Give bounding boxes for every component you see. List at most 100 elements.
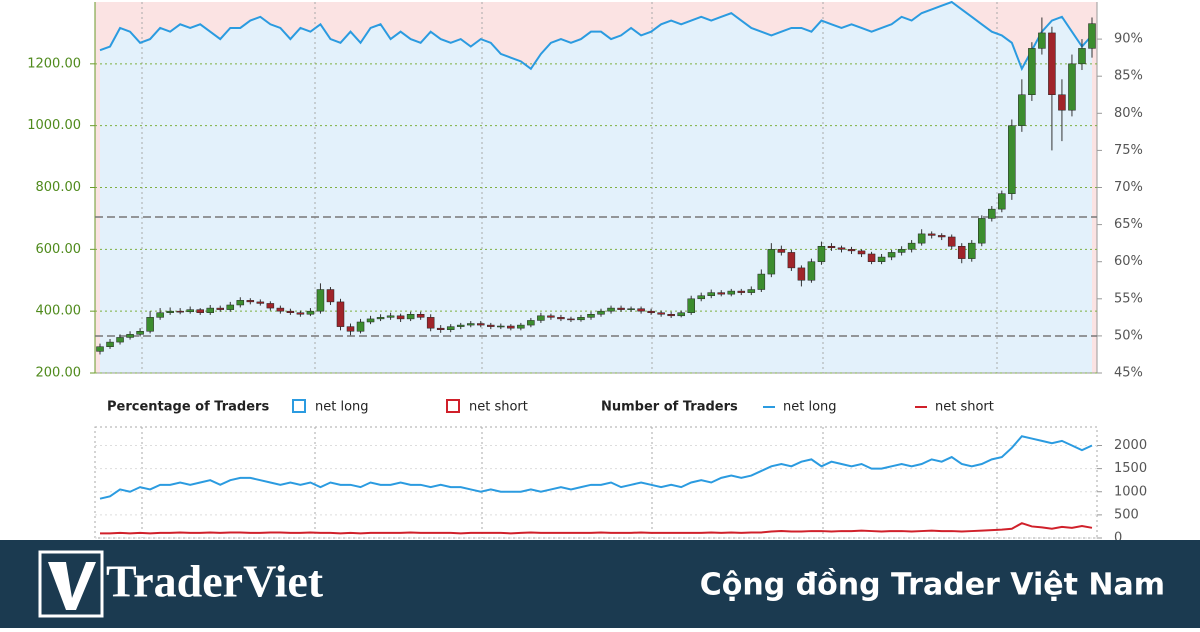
plot-frame: [94, 426, 1098, 539]
legend-label: net long: [315, 400, 369, 415]
candle-body: [406, 314, 415, 320]
candle-body: [867, 253, 876, 262]
candle-body: [907, 242, 916, 250]
candle-body: [216, 307, 225, 310]
candle-body: [126, 334, 134, 338]
candle-body: [967, 242, 976, 259]
candle-body: [747, 289, 756, 293]
candle-body: [567, 318, 575, 321]
candle-body: [887, 252, 896, 258]
logo-mark: [48, 562, 96, 610]
candle-body: [286, 310, 295, 313]
candle-body: [1018, 94, 1026, 126]
candle-body: [236, 300, 245, 306]
y2-tick-label: 70%: [1114, 180, 1143, 195]
y-tick-label: 800.00: [36, 180, 82, 195]
candle-body: [717, 292, 726, 295]
legend-title: Percentage of Traders: [107, 400, 269, 415]
candle-body: [146, 317, 154, 332]
y2-tick-label: 90%: [1114, 32, 1143, 47]
candle-body: [937, 235, 946, 238]
y-tick-label: 200.00: [36, 366, 82, 381]
candle-body: [677, 312, 685, 317]
candle-body: [877, 256, 886, 262]
y2-tick-label: 85%: [1114, 69, 1143, 84]
candle-body: [306, 310, 315, 315]
candle-body: [757, 273, 766, 290]
candle-body: [777, 249, 786, 253]
candle-body: [547, 315, 555, 318]
candle-body: [356, 321, 365, 332]
candle-body: [156, 312, 164, 318]
y-tick-label: 1200.00: [27, 56, 81, 71]
candle-body: [256, 301, 265, 304]
y2-tick-label: 80%: [1114, 106, 1143, 121]
candle-body: [456, 324, 465, 327]
legend-swatch: [446, 399, 460, 413]
candle-body: [487, 324, 495, 327]
candle-body: [607, 307, 615, 312]
candle-body: [226, 304, 235, 310]
candle-body: [978, 218, 986, 244]
candle-body: [166, 310, 174, 313]
brand: TraderViet: [106, 556, 324, 607]
candle-body: [817, 245, 826, 262]
legend-label: net short: [469, 400, 528, 415]
candle-body: [196, 309, 204, 313]
candle-body: [627, 308, 635, 310]
y2-tick-label: 55%: [1114, 291, 1143, 306]
legend-title: Number of Traders: [601, 400, 738, 415]
candle-body: [416, 314, 425, 318]
candle-body: [186, 309, 194, 313]
candle-body: [737, 290, 746, 293]
logo-frame: [38, 550, 104, 618]
candle-body: [1088, 23, 1096, 49]
chart: 200.00 400.00 600.00 800.00 1000.00 1200.00 45…: [27, 0, 1147, 540]
candle-body: [957, 245, 966, 259]
candle-body: [637, 308, 645, 312]
candle-body: [897, 249, 906, 253]
legend-swatch: [292, 399, 306, 413]
y2-tick-label: 60%: [1114, 254, 1143, 269]
tagline: Cộng đồng Trader Việt Nam: [700, 568, 1165, 603]
candle-body: [477, 323, 485, 326]
candle-body: [847, 249, 856, 252]
y2-tick-label: 75%: [1114, 143, 1143, 158]
candle-body: [687, 298, 695, 313]
candle-body: [276, 307, 285, 312]
candle-body: [446, 326, 455, 330]
candle-body: [697, 295, 705, 300]
y2-tick-label: 65%: [1114, 217, 1143, 232]
y-tick-label: 1500: [1114, 461, 1147, 476]
candle-body: [507, 325, 515, 329]
candle-body: [767, 249, 776, 275]
candle-body: [1078, 48, 1086, 65]
candle-body: [106, 341, 114, 347]
series-line: [99, 435, 1093, 500]
candle-body: [917, 233, 926, 244]
y-tick-label: 400.00: [36, 304, 82, 319]
candle-body: [1038, 32, 1046, 49]
candle-body: [346, 326, 355, 332]
candle-body: [336, 301, 345, 327]
y-tick-label: 1000.00: [27, 118, 81, 133]
legend-label: net short: [935, 400, 994, 415]
candle-body: [497, 325, 505, 328]
net-long-line: [99, 0, 1093, 72]
candle-body: [787, 252, 796, 269]
y2-tick-label: 45%: [1114, 366, 1143, 381]
candle-body: [707, 292, 715, 296]
candle-body: [647, 310, 655, 313]
candle-body: [807, 261, 816, 281]
candle-body: [857, 250, 866, 255]
candle-body: [577, 317, 585, 321]
footer-graphics: TraderViet Cộng đồng Trader Việt Nam: [38, 550, 1165, 618]
candle-body: [246, 300, 255, 303]
candle-body: [1008, 125, 1016, 194]
candle-body: [927, 233, 936, 236]
footer: TraderViet Cộng đồng Trader Việt Nam: [0, 540, 1200, 628]
candle-body: [386, 315, 395, 318]
y-tick-label: 500: [1114, 507, 1139, 522]
candle-body: [326, 289, 335, 303]
